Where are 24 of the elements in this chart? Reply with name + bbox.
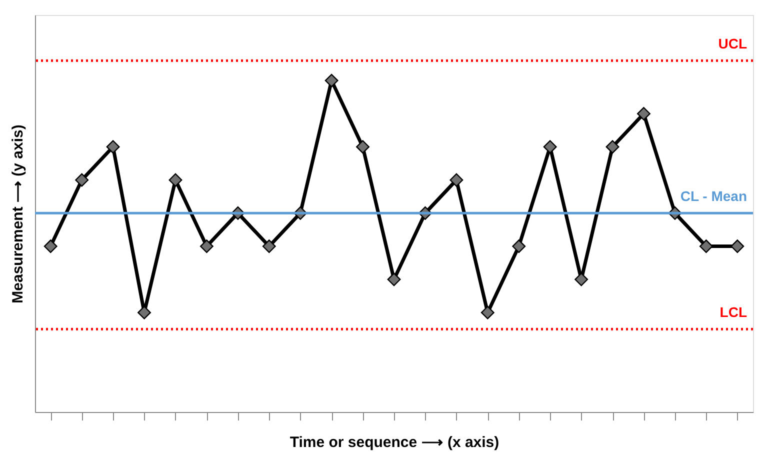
x-axis-title: Time or sequence ⟶ (x axis) [290,434,500,451]
ref-line-label: LCL [720,304,748,320]
y-axis-title: Measurement ⟶ (y axis) [10,124,26,304]
point [512,240,526,254]
point [730,240,744,254]
point [450,173,464,187]
point [543,140,557,154]
ref-line-label: UCL [718,36,748,52]
point [44,240,58,254]
point [480,306,494,320]
point [324,74,338,88]
point [356,140,370,154]
ref-line-label: CL - Mean [680,188,747,204]
point [75,173,89,187]
point [699,240,713,254]
point [637,106,650,120]
point [387,272,401,286]
point [168,173,182,187]
point [138,306,151,320]
point [200,240,214,254]
point [574,272,588,286]
point [262,240,276,254]
point [606,140,620,154]
point [106,140,120,154]
